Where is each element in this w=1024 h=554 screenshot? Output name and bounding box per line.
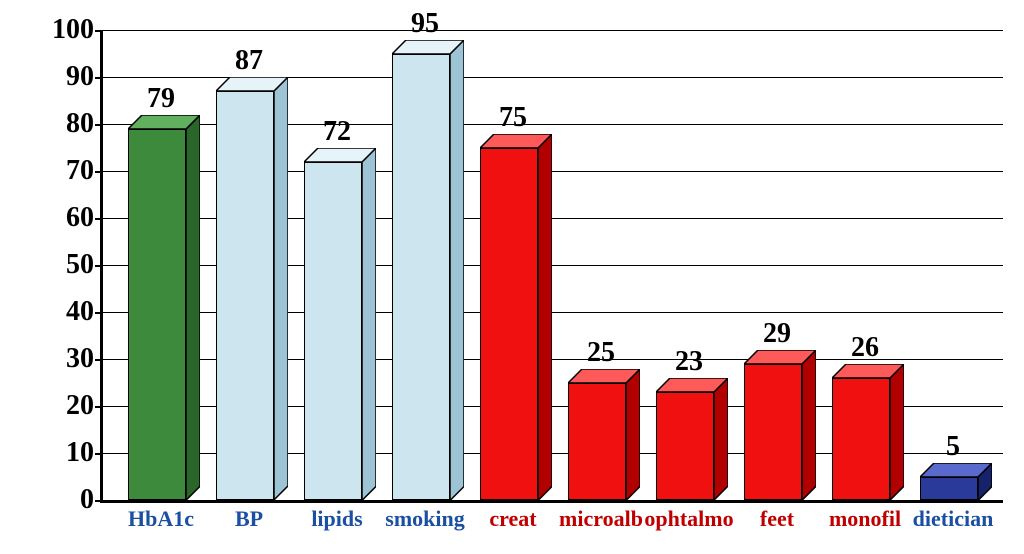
bar-monofil: [832, 30, 904, 500]
bar-front: [304, 162, 362, 500]
x-axis-label: ophtalmo: [644, 506, 733, 532]
bar-top: [832, 364, 904, 378]
x-axis-label: smoking: [385, 506, 464, 532]
y-tick-label: 90: [14, 61, 94, 93]
y-tick-mark: [95, 500, 103, 502]
bar-top: [392, 40, 464, 54]
bar-value-label: 75: [499, 102, 527, 134]
bar-front: [832, 378, 890, 500]
bar-top: [656, 378, 728, 392]
bar-side: [802, 350, 816, 500]
x-axis-label: monofil: [829, 506, 901, 532]
y-tick-mark: [95, 312, 103, 314]
bar-feet: [744, 30, 816, 500]
y-tick-mark: [95, 406, 103, 408]
x-axis-label: creat: [489, 506, 536, 532]
y-tick-label: 40: [14, 296, 94, 328]
bar-side: [274, 77, 288, 500]
bar-side: [626, 369, 640, 501]
bar-creat: [480, 30, 552, 500]
x-axis-label: dietician: [913, 506, 994, 532]
x-axis-label: HbA1c: [128, 506, 194, 532]
y-tick-label: 100: [14, 14, 94, 46]
bar-value-label: 29: [763, 318, 791, 350]
y-tick-mark: [95, 453, 103, 455]
bar-side: [714, 378, 728, 500]
y-tick-label: 70: [14, 155, 94, 187]
bar-value-label: 25: [587, 337, 615, 369]
x-axis-label: lipids: [311, 506, 362, 532]
y-tick-mark: [95, 30, 103, 32]
bar-microalb: [568, 30, 640, 500]
x-axis-label: BP: [235, 506, 263, 532]
y-tick-label: 20: [14, 390, 94, 422]
bar-value-label: 23: [675, 346, 703, 378]
bar-side: [450, 40, 464, 501]
y-tick-mark: [95, 124, 103, 126]
bar-ophtalmo: [656, 30, 728, 500]
bar-dietician: [920, 30, 992, 500]
y-tick-mark: [95, 171, 103, 173]
y-tick-mark: [95, 265, 103, 267]
bars-container: [103, 30, 1003, 500]
bar-chart: 0 10 20 30 40 50 60 70 80 90 100 HbA1c BP lipids smok…: [0, 0, 1024, 554]
bar-front: [392, 54, 450, 501]
y-tick-label: 60: [14, 202, 94, 234]
x-axis-label: microalb: [559, 506, 643, 532]
bar-side: [186, 115, 200, 500]
bar-front: [480, 148, 538, 501]
bar-front: [568, 383, 626, 501]
bar-side: [362, 148, 376, 500]
plot-area: [100, 30, 1003, 503]
bar-top: [128, 115, 200, 129]
y-tick-label: 10: [14, 437, 94, 469]
y-tick-label: 50: [14, 249, 94, 281]
bar-value-label: 95: [411, 8, 439, 40]
y-tick-label: 0: [14, 484, 94, 516]
bar-side: [538, 134, 552, 501]
bar-top: [744, 350, 816, 364]
bar-value-label: 26: [851, 332, 879, 364]
bar-value-label: 79: [147, 83, 175, 115]
y-tick-mark: [95, 359, 103, 361]
bar-side: [890, 364, 904, 500]
y-tick-mark: [95, 77, 103, 79]
bar-front: [128, 129, 186, 500]
y-tick-mark: [95, 218, 103, 220]
bar-smoking: [392, 30, 464, 500]
bar-top: [568, 369, 640, 383]
bar-value-label: 87: [235, 45, 263, 77]
y-tick-label: 80: [14, 108, 94, 140]
bar-lipids: [304, 30, 376, 500]
bar-front: [744, 364, 802, 500]
bar-front: [216, 91, 274, 500]
bar-value-label: 72: [323, 116, 351, 148]
bar-front: [920, 477, 978, 501]
x-axis-label: feet: [760, 506, 794, 532]
bar-top: [480, 134, 552, 148]
bar-top: [304, 148, 376, 162]
y-tick-label: 30: [14, 343, 94, 375]
bar-front: [656, 392, 714, 500]
bar-BP: [216, 30, 288, 500]
bar-top: [216, 77, 288, 91]
bar-value-label: 5: [946, 431, 960, 463]
bar-top: [920, 463, 992, 477]
